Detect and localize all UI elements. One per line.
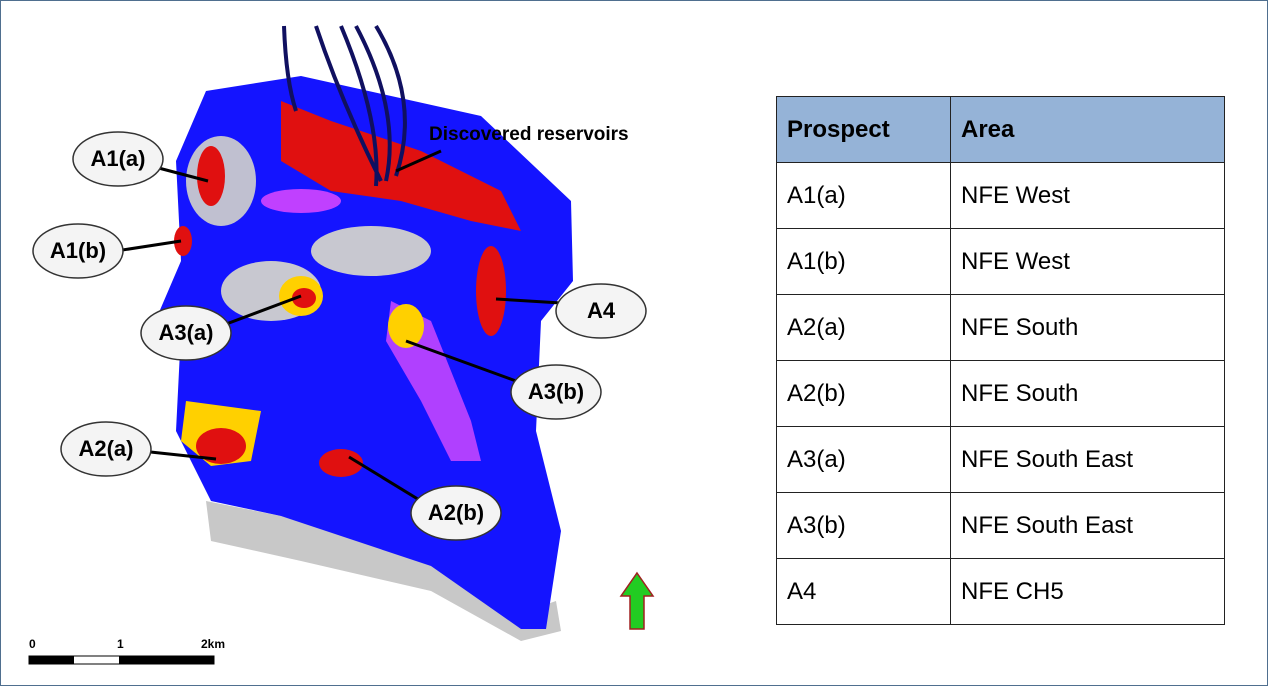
table-cell: A4 [776, 558, 951, 625]
table-cell: NFE West [950, 162, 1225, 229]
wells [282, 24, 407, 187]
callout-label: A2(a) [78, 436, 133, 461]
table-cell: A1(b) [776, 228, 951, 295]
annotation: Discovered reservoirs [429, 124, 629, 145]
callout-label: A3(a) [158, 320, 213, 345]
scale-label: 0 [29, 637, 36, 651]
table-row: A2(b) NFE South [776, 360, 1225, 427]
scale-bar: 0 1 2km [28, 637, 225, 665]
map: Discovered reservoirs A1(a) A1(b) A3(a) A4 A… [28, 24, 655, 665]
table-cell: A2(b) [776, 360, 951, 427]
table-cell: NFE South [950, 294, 1225, 361]
table-cell: A3(b) [776, 492, 951, 559]
table-row: A1(a) NFE West [776, 162, 1225, 229]
scale-label: 2km [201, 637, 225, 651]
callout-bubble [72, 131, 164, 187]
table-cell: NFE South East [950, 492, 1225, 559]
table-cell: NFE South East [950, 426, 1225, 493]
callout-bubble [410, 485, 502, 541]
prospect-table: Prospect Area A1(a) NFE West A1(b) NFE West… [776, 96, 1225, 625]
table-row: A4 NFE CH5 [776, 558, 1225, 625]
callout-bubble [32, 223, 124, 279]
header-cell: Prospect [776, 96, 951, 163]
table-row: A2(a) NFE South [776, 294, 1225, 361]
callout-label: A4 [587, 298, 616, 323]
callout-label: A1(b) [50, 238, 106, 263]
table-cell: A2(a) [776, 294, 951, 361]
table-cell: A3(a) [776, 426, 951, 493]
table-cell: NFE West [950, 228, 1225, 295]
table-row: A1(b) NFE West [776, 228, 1225, 295]
leader-lines [115, 149, 562, 503]
table-cell: NFE CH5 [950, 558, 1225, 625]
callout-label: A2(b) [428, 500, 484, 525]
terrain-edge [206, 501, 561, 641]
table-cell: NFE South [950, 360, 1225, 427]
callout-bubble [140, 305, 232, 361]
callout-bubble [555, 283, 647, 339]
scale-label: 1 [117, 637, 124, 651]
header-cell: Area [950, 96, 1225, 163]
north-arrow [619, 571, 655, 630]
table-row: A3(a) NFE South East [776, 426, 1225, 493]
callout-label: A3(b) [528, 379, 584, 404]
callout-bubble [510, 364, 602, 420]
table-cell: A1(a) [776, 162, 951, 229]
callout-bubble [60, 421, 152, 477]
table-row: A3(b) NFE South East [776, 492, 1225, 559]
callout-label: A1(a) [90, 146, 145, 171]
